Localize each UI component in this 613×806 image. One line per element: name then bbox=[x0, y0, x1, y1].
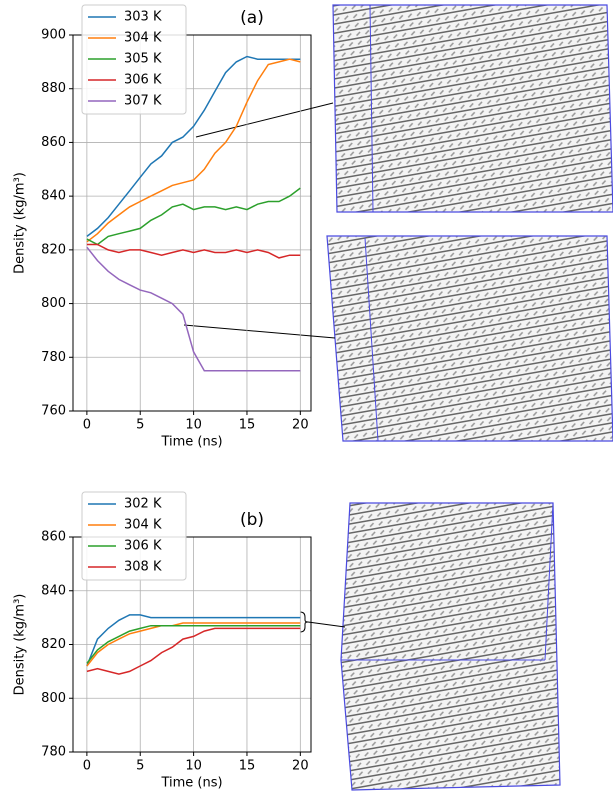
connector bbox=[195, 102, 334, 138]
legend-label: 304 K bbox=[124, 518, 162, 533]
y-axis-label: Density (kg/m³) bbox=[13, 594, 28, 696]
legend-label: 306 K bbox=[124, 73, 162, 88]
legend-box bbox=[81, 4, 187, 115]
legend-label: 307 K bbox=[124, 94, 162, 109]
y-tick-label: 880 bbox=[41, 81, 66, 96]
data-line bbox=[86, 187, 301, 246]
snapshot-image bbox=[332, 4, 613, 213]
legend-label: 303 K bbox=[124, 10, 162, 25]
x-tick-label: 10 bbox=[185, 418, 202, 433]
axes-frame bbox=[72, 536, 312, 753]
connector bbox=[307, 621, 346, 628]
data-line bbox=[86, 243, 301, 259]
panel-label: (a) bbox=[240, 8, 264, 28]
data-line bbox=[86, 58, 301, 243]
y-tick-label: 780 bbox=[41, 350, 66, 365]
legend-label: 306 K bbox=[124, 539, 162, 554]
x-tick-label: 5 bbox=[136, 759, 144, 774]
snapshot-image bbox=[340, 502, 561, 791]
snapshot-image bbox=[326, 235, 613, 442]
y-tick-label: 760 bbox=[41, 404, 66, 419]
x-axis-label: Time (ns) bbox=[160, 435, 222, 450]
y-tick-label: 900 bbox=[41, 28, 66, 43]
panel-label: (b) bbox=[240, 510, 264, 530]
y-tick-label: 780 bbox=[41, 745, 66, 760]
y-axis-label: Density (kg/m³) bbox=[13, 172, 28, 274]
x-tick-label: 5 bbox=[136, 418, 144, 433]
y-tick-label: 860 bbox=[41, 135, 66, 150]
data-line bbox=[86, 614, 301, 667]
legend-label: 302 K bbox=[124, 497, 162, 512]
box-edge bbox=[369, 4, 374, 213]
data-line bbox=[86, 55, 301, 237]
data-line bbox=[86, 624, 301, 664]
x-tick-label: 10 bbox=[185, 759, 202, 774]
x-tick-label: 15 bbox=[239, 418, 256, 433]
x-tick-label: 15 bbox=[239, 759, 256, 774]
y-tick-label: 800 bbox=[41, 296, 66, 311]
legend-label: 308 K bbox=[124, 560, 162, 575]
x-axis-label: Time (ns) bbox=[160, 776, 222, 791]
legend-label: 304 K bbox=[124, 31, 162, 46]
legend-label: 305 K bbox=[124, 52, 162, 67]
box-edge bbox=[544, 502, 554, 661]
x-tick-label: 0 bbox=[83, 759, 91, 774]
x-tick-label: 20 bbox=[292, 418, 309, 433]
data-line bbox=[86, 622, 301, 667]
axes-frame bbox=[72, 34, 312, 412]
x-tick-label: 20 bbox=[292, 759, 309, 774]
y-tick-label: 860 bbox=[41, 530, 66, 545]
data-line bbox=[86, 627, 301, 675]
data-line bbox=[86, 246, 301, 372]
y-tick-label: 840 bbox=[41, 583, 66, 598]
connector bbox=[183, 324, 336, 339]
y-tick-label: 800 bbox=[41, 691, 66, 706]
y-tick-label: 820 bbox=[41, 242, 66, 257]
legend-box bbox=[81, 491, 187, 581]
y-tick-label: 840 bbox=[41, 189, 66, 204]
x-tick-label: 0 bbox=[83, 418, 91, 433]
box-edge bbox=[364, 237, 379, 442]
brace bbox=[299, 611, 309, 633]
y-tick-label: 820 bbox=[41, 637, 66, 652]
